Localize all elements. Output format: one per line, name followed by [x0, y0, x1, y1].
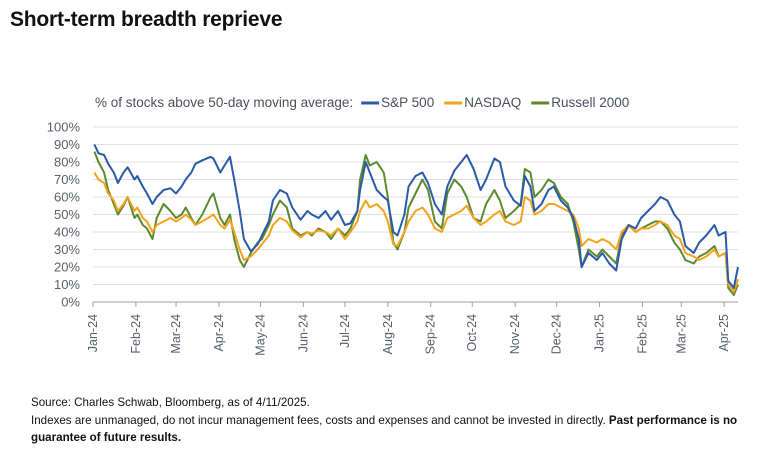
legend-label: NASDAQ [464, 95, 521, 110]
x-tick-label: Aug-24 [381, 314, 395, 354]
x-tick-label: Feb-25 [635, 314, 649, 354]
source-note: Source: Charles Schwab, Bloomberg, as of… [31, 396, 310, 409]
x-tick-label: Apr-24 [212, 314, 226, 352]
x-tick-label: Jul-24 [338, 314, 352, 348]
x-tick-label: Jun-24 [296, 314, 310, 352]
x-tick-label: Mar-24 [169, 314, 183, 354]
y-axis-ticks: 0% 10% 20% 30% 40% 50% 60% 70% 80% 90% 100% [47, 120, 81, 310]
series-line-nasdaq [93, 171, 739, 293]
x-tick-label: Jan-24 [86, 314, 100, 352]
y-tick-label: 30% [54, 242, 80, 257]
legend-label: S&P 500 [381, 95, 434, 110]
y-tick-label: 40% [54, 225, 80, 240]
page-title: Short-term breadth reprieve [10, 8, 283, 31]
y-tick-label: 20% [54, 260, 80, 275]
x-tick-label: Feb-24 [129, 314, 143, 354]
y-tick-label: 100% [47, 120, 81, 135]
chart-legend: % of stocks above 50-day moving average:… [95, 95, 629, 110]
x-axis-ticks: Jan-24 Feb-24 Mar-24 Apr-24 May-24 Jun-24 Jul-… [86, 302, 731, 356]
x-tick-label: Jan-25 [593, 314, 607, 352]
x-tick-label: May-24 [253, 314, 267, 356]
x-tick-label: Nov-24 [508, 314, 522, 354]
chart-notes: Source: Charles Schwab, Bloomberg, as of… [31, 394, 761, 447]
disclaimer-text: Indexes are unmanaged, do not incur mana… [31, 413, 609, 427]
series-line-s-p-500 [93, 144, 739, 289]
x-tick-label: Dec-24 [550, 314, 564, 354]
y-tick-label: 0% [61, 295, 80, 310]
y-tick-label: 50% [54, 207, 80, 222]
y-tick-label: 70% [54, 172, 80, 187]
legend-title: % of stocks above 50-day moving average: [95, 95, 353, 110]
disclaimer-note: Indexes are unmanaged, do not incur mana… [31, 412, 761, 447]
y-tick-label: 90% [54, 137, 80, 152]
breadth-line-chart: % of stocks above 50-day moving average:… [47, 95, 739, 356]
y-tick-label: 60% [54, 190, 80, 205]
y-tick-label: 80% [54, 155, 80, 170]
x-tick-label: Oct-24 [465, 314, 479, 352]
y-tick-label: 10% [54, 277, 80, 292]
x-tick-label: Apr-25 [717, 314, 731, 352]
x-tick-label: Sep-24 [424, 314, 438, 354]
legend-label: Russell 2000 [551, 95, 629, 110]
series-lines [93, 144, 739, 296]
disclaimer-bold: Past performance is no guarantee of futu… [31, 413, 738, 445]
x-tick-label: Mar-25 [674, 314, 688, 354]
